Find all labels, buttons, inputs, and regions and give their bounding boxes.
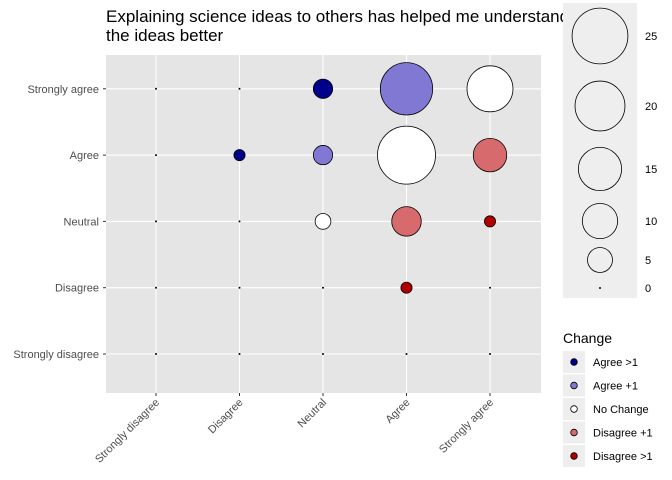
y-tick-label: Strongly disagree (13, 349, 99, 361)
chart-title-line: the ideas better (106, 26, 224, 45)
zero-marker (322, 353, 324, 355)
zero-marker (489, 353, 491, 355)
zero-marker (155, 353, 157, 355)
bubble (472, 137, 508, 173)
x-tick-label: Neutral (296, 397, 330, 431)
color-legend-swatch (570, 452, 578, 460)
color-legend-label: Agree +1 (593, 381, 638, 393)
x-tick-label: Disagree (206, 397, 246, 437)
size-legend-circle (599, 287, 601, 289)
bubble (233, 149, 246, 162)
size-legend-circle (577, 146, 623, 192)
color-legend-label: Agree >1 (593, 357, 638, 369)
zero-marker (238, 220, 241, 223)
color-legend-swatch (570, 428, 578, 437)
zero-marker (155, 87, 157, 90)
color-legend-swatch (570, 358, 578, 366)
bubble (391, 206, 422, 237)
size-legend-circle (574, 80, 626, 132)
size-legend-label: 0 (645, 283, 651, 295)
zero-marker (322, 286, 324, 289)
size-legend-circle (581, 202, 619, 240)
bubble (312, 145, 334, 166)
size-legend-label: 10 (645, 216, 657, 228)
size-legend-circle (571, 7, 629, 65)
bubble (379, 62, 434, 116)
size-legend-label: 20 (645, 101, 657, 113)
zero-marker (238, 286, 241, 289)
size-legend: 25 20 15 10 5 0 (563, 3, 657, 298)
x-tick-label: Strongly agree (437, 397, 496, 456)
y-axis-ticks: Strongly disagree Disagree Neutral Agree Str… (13, 84, 106, 361)
zero-marker (405, 353, 408, 355)
x-axis-ticks: Strongly disagree Disagree Neutral Agree Str… (93, 393, 496, 466)
y-tick-label: Strongly agree (27, 84, 99, 96)
color-legend-swatch (570, 405, 578, 413)
zero-marker (155, 220, 157, 223)
color-legend-label: Disagree >1 (593, 451, 653, 463)
zero-marker (238, 87, 241, 90)
size-legend-circle (587, 247, 613, 273)
color-legend: Change Agree >1 Agree +1 No Change Disagree … (563, 330, 653, 467)
bubble (466, 65, 514, 113)
x-tick-label: Agree (383, 397, 412, 426)
size-legend-label: 15 (645, 164, 657, 176)
y-tick-label: Agree (70, 150, 99, 162)
chart-title: Explaining science ideas to others has h… (106, 7, 569, 45)
zero-marker (155, 286, 157, 289)
y-tick-label: Neutral (64, 216, 99, 228)
bubble (377, 125, 436, 185)
size-legend-label: 25 (645, 31, 657, 43)
x-tick-label: Strongly disagree (93, 397, 162, 466)
zero-count-markers (155, 87, 491, 355)
chart-title-line: Explaining science ideas to others has h… (106, 7, 569, 26)
y-tick-label: Disagree (55, 283, 99, 295)
color-legend-label: Disagree +1 (593, 428, 653, 440)
bubbles (233, 62, 514, 294)
zero-marker (489, 286, 491, 289)
size-legend-label: 5 (645, 255, 651, 267)
bubble (312, 78, 334, 99)
bubble (484, 215, 496, 228)
bubble (314, 213, 332, 230)
color-legend-label: No Change (593, 404, 649, 416)
color-legend-title: Change (563, 330, 612, 346)
zero-marker (238, 353, 241, 355)
bubble (400, 281, 413, 294)
color-legend-swatch (570, 381, 578, 390)
zero-marker (155, 154, 157, 157)
